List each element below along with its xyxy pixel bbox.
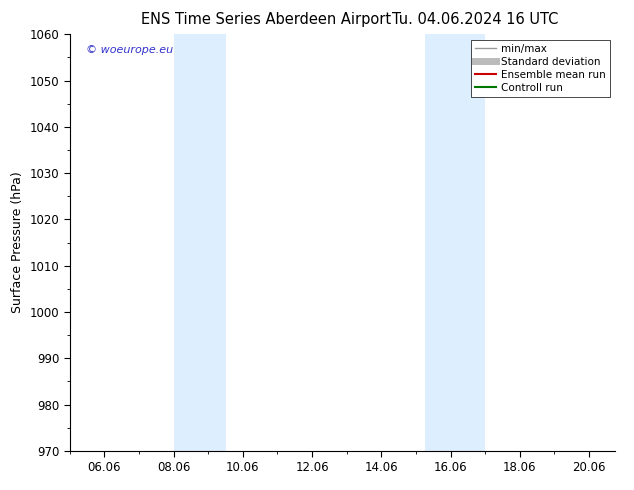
Bar xyxy=(425,34,485,451)
Legend: min/max, Standard deviation, Ensemble mean run, Controll run: min/max, Standard deviation, Ensemble me… xyxy=(470,40,610,97)
Text: Tu. 04.06.2024 16 UTC: Tu. 04.06.2024 16 UTC xyxy=(392,12,559,27)
Bar xyxy=(174,34,226,451)
Y-axis label: Surface Pressure (hPa): Surface Pressure (hPa) xyxy=(11,172,24,314)
Text: © woeurope.eu: © woeurope.eu xyxy=(86,45,173,55)
Text: ENS Time Series Aberdeen Airport: ENS Time Series Aberdeen Airport xyxy=(141,12,391,27)
